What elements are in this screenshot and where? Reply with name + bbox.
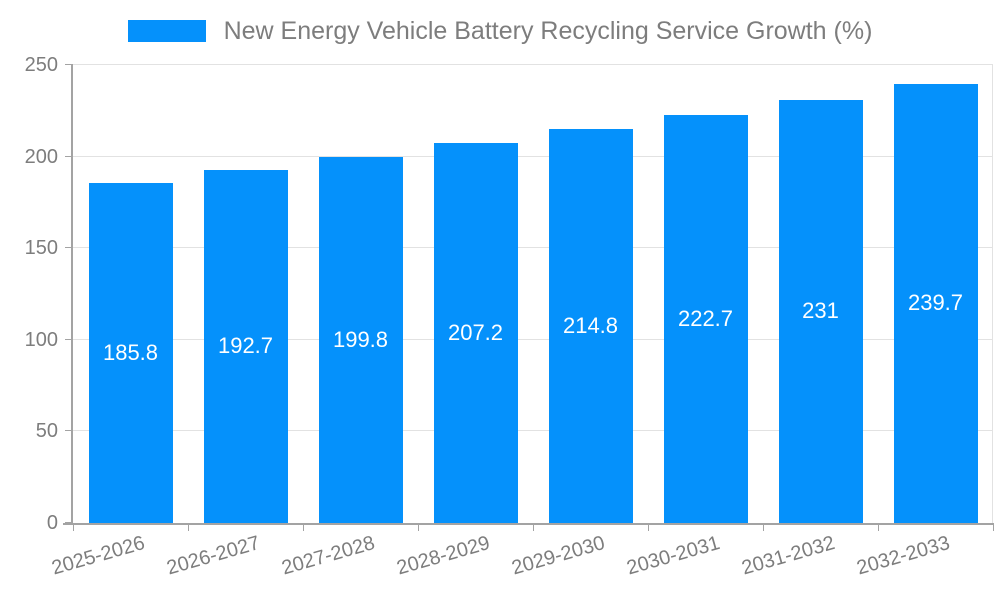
- x-axis-tick: [878, 523, 879, 531]
- legend: New Energy Vehicle Battery Recycling Ser…: [0, 16, 1000, 46]
- y-axis-tick: [65, 156, 73, 157]
- x-axis-tick: [763, 523, 764, 531]
- x-axis-tick: [418, 523, 419, 531]
- x-axis: [63, 523, 993, 525]
- y-axis-tick: [65, 64, 73, 65]
- bar: [894, 84, 978, 523]
- bar: [779, 100, 863, 523]
- x-axis-tick: [188, 523, 189, 531]
- x-axis-tick: [533, 523, 534, 531]
- gridline: [73, 430, 993, 431]
- y-tick-label: 0: [46, 512, 58, 534]
- x-axis-tick: [993, 523, 994, 531]
- bar: [204, 170, 288, 523]
- y-axis-tick: [65, 430, 73, 431]
- bar-value-label: 231: [802, 298, 839, 323]
- bar-value-label: 239.7: [907, 290, 964, 315]
- bar-value-label: 192.7: [217, 333, 274, 358]
- y-axis: [71, 65, 73, 525]
- bar: [549, 129, 633, 523]
- legend-swatch: [127, 20, 206, 42]
- y-tick-label: 150: [24, 237, 58, 259]
- legend-label: New Energy Vehicle Battery Recycling Ser…: [223, 17, 873, 45]
- bar: [319, 157, 403, 523]
- x-axis-tick: [303, 523, 304, 531]
- bar-value-label: 214.8: [562, 313, 619, 338]
- bar-value-label: 199.8: [332, 327, 389, 352]
- y-tick-label: 200: [24, 146, 58, 168]
- gridline: [73, 64, 993, 65]
- y-tick-label: 100: [24, 329, 58, 351]
- bar-value-label: 222.7: [677, 306, 734, 331]
- y-axis-tick: [65, 522, 73, 523]
- x-axis-tick: [73, 523, 74, 531]
- bar: [434, 143, 518, 523]
- y-axis-tick: [65, 339, 73, 340]
- y-axis-tick: [65, 247, 73, 248]
- x-axis-tick: [648, 523, 649, 531]
- bar-value-label: 207.2: [447, 320, 504, 345]
- gridline: [73, 247, 993, 248]
- y-tick-label: 50: [35, 420, 58, 442]
- gridline: [73, 156, 993, 157]
- gridline: [73, 339, 993, 340]
- y-tick-label: 250: [24, 54, 58, 76]
- bar: [89, 183, 173, 523]
- bar: [664, 115, 748, 523]
- plot-right-border: [992, 65, 993, 523]
- bar-value-label: 185.8: [102, 340, 159, 365]
